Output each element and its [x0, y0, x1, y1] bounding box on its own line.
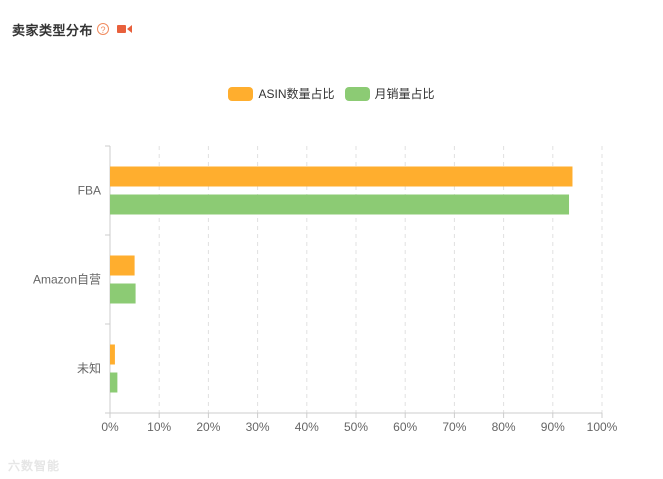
x-tick-label: 20% — [196, 420, 220, 434]
x-tick-label: 90% — [541, 420, 565, 434]
chart-legend: ASIN数量占比 月销量占比 — [0, 85, 663, 102]
legend-label-monthly-sales: 月销量占比 — [374, 87, 435, 101]
y-category-label: FBA — [78, 184, 101, 198]
x-tick-label: 70% — [442, 420, 466, 434]
x-tick-label: 10% — [147, 420, 171, 434]
x-tick-label: 0% — [101, 420, 119, 434]
x-tick-label: 100% — [587, 420, 618, 434]
bar-asin — [110, 166, 573, 187]
bar-monthly-sales — [110, 283, 136, 304]
y-category-label: 未知 — [77, 362, 101, 376]
x-tick-label: 80% — [492, 420, 516, 434]
bar-asin — [110, 344, 115, 365]
legend-swatch-monthly-sales — [344, 86, 370, 101]
video-camera-icon[interactable] — [117, 25, 133, 33]
x-tick-label: 40% — [295, 420, 319, 434]
page-title: 卖家类型分布 — [12, 22, 94, 38]
question-circle-icon[interactable]: ? — [97, 23, 110, 35]
watermark-logo: 六数智能 — [8, 459, 61, 473]
chart-header: 卖家类型分布 ? — [12, 19, 133, 39]
legend-swatch-asin — [228, 86, 254, 101]
bar-monthly-sales — [110, 194, 570, 215]
legend-item-asin[interactable]: ASIN数量占比 — [228, 85, 335, 102]
y-category-label: Amazon自营 — [33, 273, 101, 287]
x-tick-label: 30% — [246, 420, 270, 434]
bar-asin — [110, 255, 135, 276]
x-tick-label: 50% — [344, 420, 368, 434]
x-tick-label: 60% — [393, 420, 417, 434]
bar-monthly-sales — [110, 372, 118, 393]
legend-label-asin: ASIN数量占比 — [258, 87, 335, 101]
legend-item-monthly-sales[interactable]: 月销量占比 — [344, 85, 435, 102]
